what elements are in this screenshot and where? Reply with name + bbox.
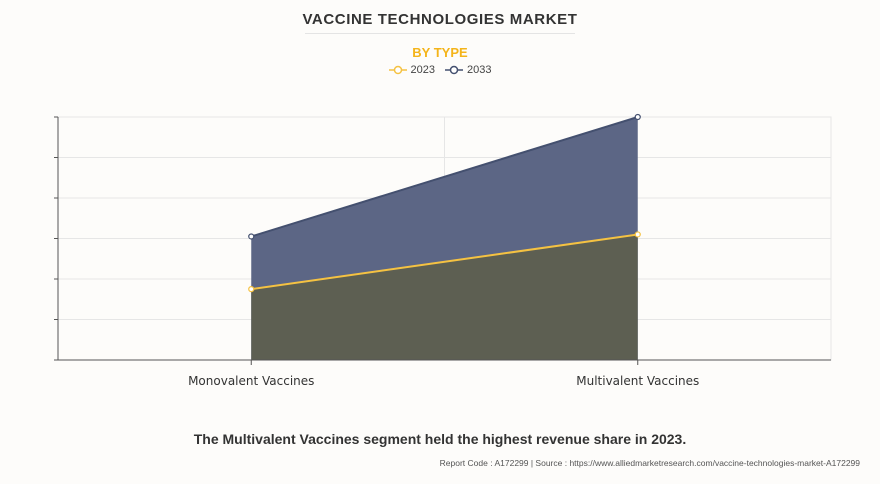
chart-subtitle: BY TYPE	[412, 45, 468, 60]
source-citation: Report Code : A172299 | Source : https:/…	[439, 458, 860, 468]
legend-label-2023: 2023	[410, 64, 435, 76]
legend-item-2023[interactable]: 2023	[388, 64, 435, 76]
legend-item-2033[interactable]: 2033	[445, 64, 491, 76]
x-tick-label-2: Multivalent Vaccines	[576, 374, 699, 388]
point-2023-2	[634, 231, 641, 238]
legend-label-2033: 2033	[467, 64, 492, 76]
point-2033-1	[248, 233, 255, 240]
point-2033-2	[634, 113, 641, 121]
legend-marker-2023-icon	[388, 65, 407, 75]
line-series-2023	[251, 233, 638, 291]
legend: 2023 2033	[0, 64, 880, 76]
summary-note: The Multivalent Vaccines segment held th…	[193, 431, 687, 447]
point-2023-1	[248, 286, 255, 293]
legend-marker-2033-icon	[445, 65, 463, 75]
area-series-2023	[251, 234, 638, 360]
x-tick-label-1: Monovalent Vaccines	[188, 374, 314, 388]
title-divider	[305, 33, 575, 34]
line-series-2033	[250, 116, 639, 238]
chart-title: VACCINE TECHNOLOGIES MARKET	[302, 11, 578, 28]
